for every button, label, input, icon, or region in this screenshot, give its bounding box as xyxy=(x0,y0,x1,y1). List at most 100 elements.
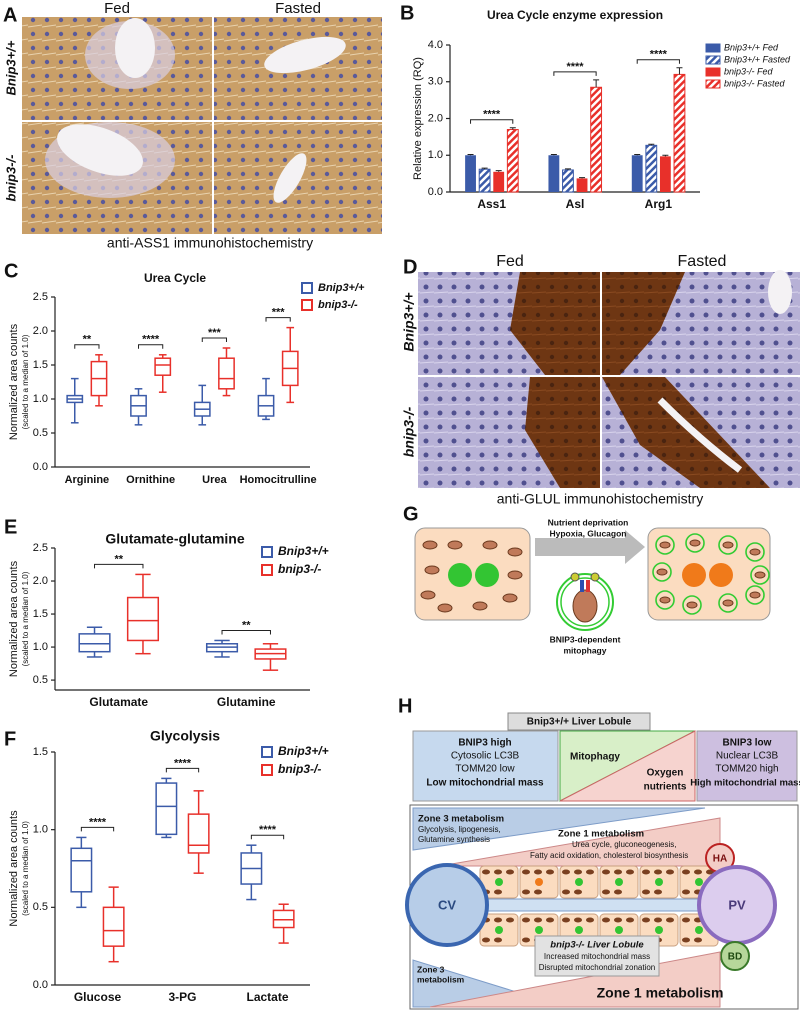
ko-title: bnip3-/- Liver Lobule xyxy=(550,940,644,951)
bile-duct xyxy=(720,941,750,971)
mitochondrion xyxy=(642,869,650,875)
y-tick-label: 0.0 xyxy=(33,461,48,473)
vessel-label: HA xyxy=(713,854,727,865)
gradient-text: Mitophagy xyxy=(570,752,620,763)
mitochondrion xyxy=(534,889,542,895)
significance-label: ** xyxy=(83,334,92,346)
error-bar xyxy=(648,143,655,146)
autophagosome xyxy=(750,565,770,585)
autophagosome xyxy=(556,573,614,631)
error-bar xyxy=(593,79,600,88)
significance-bracket xyxy=(201,337,227,342)
mitochondrion xyxy=(534,869,542,875)
vessel xyxy=(657,397,743,473)
vessel xyxy=(768,270,792,314)
mitochondrion xyxy=(574,917,582,923)
significance-bracket xyxy=(94,563,144,569)
y-axis-label: Relative expression (RQ) xyxy=(412,57,424,180)
mitochondrion xyxy=(682,869,690,875)
mitochondrion xyxy=(447,540,463,550)
mitochondrion xyxy=(602,917,610,923)
x-tick-label: Homocitrulline xyxy=(240,474,317,486)
significance-bracket xyxy=(553,71,597,76)
legend-label: Bnip3+/+ xyxy=(278,744,329,758)
legend-swatch xyxy=(261,564,273,576)
zone-text: Glutamine synthesis xyxy=(418,835,490,844)
autophagosome xyxy=(685,533,705,553)
mitochondrion xyxy=(574,869,582,875)
x-tick-label: Ass1 xyxy=(477,197,506,211)
box xyxy=(187,813,210,854)
significance-label: ** xyxy=(114,553,123,565)
significance-label: **** xyxy=(483,109,501,121)
y-axis-note: (scaled to a median of 1.0) xyxy=(21,571,30,666)
oxygen-gradient xyxy=(559,730,696,802)
significance-label: **** xyxy=(142,334,160,346)
mitochondrion xyxy=(614,889,622,895)
center-text: mitophagy xyxy=(564,645,607,655)
mitochondrion xyxy=(494,917,502,923)
legend-label: bnip3-/- xyxy=(278,562,321,576)
error-bar xyxy=(662,154,669,157)
x-tick-label: Urea xyxy=(202,474,227,486)
error-bar xyxy=(676,67,683,75)
autophagosome xyxy=(655,535,675,555)
vessel xyxy=(57,124,143,176)
panel-g: G Nutrient deprivation Hypoxia, Glucagon… xyxy=(403,503,771,655)
x-tick-label: Asl xyxy=(566,197,585,211)
bar xyxy=(562,169,574,193)
significance-label: *** xyxy=(272,307,286,319)
nucleus xyxy=(655,878,663,886)
zone-text: Fatty acid oxidation, cholesterol biosyn… xyxy=(530,851,688,860)
panel-h: H Bnip3+/+ Liver Lobule BNIP3 high Cytos… xyxy=(398,695,800,1010)
y-tick-label: 0.0 xyxy=(428,186,443,198)
error-bar xyxy=(579,177,586,179)
arrow xyxy=(535,530,645,564)
caption: anti-ASS1 immunohistochemistry xyxy=(107,235,313,251)
mitochondrion xyxy=(654,869,662,875)
bnip3 xyxy=(580,580,584,592)
zone-text: Glycolysis, lipogenesis, xyxy=(418,825,501,834)
panel-label: F xyxy=(4,728,16,750)
mitochondrion xyxy=(749,591,761,599)
arrow-text: Hypoxia, Glucagon xyxy=(550,528,627,538)
error-bar xyxy=(509,127,516,130)
mitochondrion xyxy=(534,917,542,923)
mitochondrion xyxy=(494,889,502,895)
lc3 xyxy=(570,572,580,582)
cell xyxy=(414,527,531,621)
mitochondrion xyxy=(574,889,582,895)
mitochondrion xyxy=(722,541,734,549)
mitochondrion xyxy=(682,889,690,895)
vessel xyxy=(115,18,155,78)
mitochondrion xyxy=(572,589,598,623)
caption: anti-GLUL immunohistochemistry xyxy=(497,491,703,507)
legend-label: Bnip3+/+ Fed xyxy=(724,42,779,52)
mitochondrion xyxy=(666,869,674,875)
mitochondrion xyxy=(482,869,490,875)
mitochondrion xyxy=(424,565,440,575)
mitochondrion xyxy=(654,889,662,895)
y-tick-label: 1.0 xyxy=(428,149,443,161)
panel-label: C xyxy=(4,260,18,282)
box xyxy=(155,782,178,836)
stained-region xyxy=(525,377,600,488)
mitochondrion xyxy=(472,601,488,611)
significance-bracket xyxy=(221,629,271,635)
mitochondrion xyxy=(522,869,530,875)
y-tick-label: 1.0 xyxy=(33,393,48,405)
info-box xyxy=(412,730,559,802)
significance-label: ** xyxy=(242,619,251,631)
error-bar xyxy=(634,154,641,156)
autophagosome xyxy=(652,562,672,582)
legend-swatch xyxy=(301,299,313,311)
legend-label: bnip3-/- Fed xyxy=(724,66,774,76)
panel-label: H xyxy=(398,695,412,717)
box-text: BNIP3 high xyxy=(458,738,511,749)
panel-label: B xyxy=(400,2,414,24)
zone-text: metabolism xyxy=(417,974,465,984)
lc3 xyxy=(590,572,600,582)
zone-text: Zone 3 metabolism xyxy=(418,814,504,825)
autophagosome xyxy=(718,593,738,613)
